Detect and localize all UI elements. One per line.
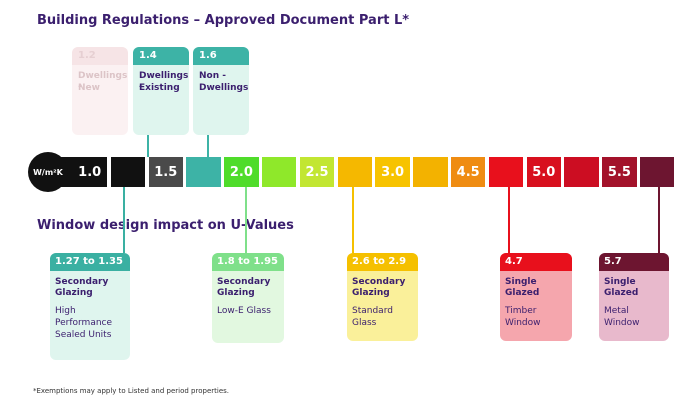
card-text: Existing xyxy=(139,83,180,93)
card-type: Glazing xyxy=(217,288,255,298)
card-text: Dwellings xyxy=(199,83,249,93)
scale-segment: 5.5 xyxy=(602,157,637,187)
card-detail: Window xyxy=(505,318,541,328)
card-value: 1.6 xyxy=(193,47,249,65)
connector xyxy=(147,135,149,157)
card-detail: Sealed Units xyxy=(55,330,112,340)
card-text: New xyxy=(78,83,100,93)
card-detail: Performance xyxy=(55,318,113,328)
card-detail: Low-E Glass xyxy=(217,306,271,316)
scale-label: 5.0 xyxy=(532,164,556,180)
scale-label: 1.5 xyxy=(154,164,178,180)
scale-segment: 1.5 xyxy=(148,157,183,187)
title: Building Regulations – Approved Document… xyxy=(37,13,410,28)
connector xyxy=(352,187,354,253)
scale-segment xyxy=(564,157,599,187)
card-detail: Standard xyxy=(352,306,393,316)
scale-segment xyxy=(186,157,221,187)
card-type: Single xyxy=(505,277,537,287)
scale-segment: 2.0 xyxy=(224,157,259,187)
bottom-card: 4.7 Single Glazed Timber Window xyxy=(500,253,572,341)
card-value: 1.27 to 1.35 xyxy=(50,253,130,271)
scale-label: 3.0 xyxy=(381,164,405,180)
bottom-card: 1.27 to 1.35 Secondary Glazing High Performa… xyxy=(50,253,130,360)
footnote: *Exemptions may apply to Listed and peri… xyxy=(33,387,229,395)
scale-segment: 2.5 xyxy=(299,157,335,187)
card-type: Secondary xyxy=(352,277,406,287)
card-type: Secondary xyxy=(55,277,109,287)
connector xyxy=(508,187,510,253)
card-detail: High xyxy=(55,306,76,316)
scale-label: 2.5 xyxy=(305,164,329,180)
card-type: Glazing xyxy=(352,288,390,298)
card-value: 4.7 xyxy=(500,253,572,271)
card-type: Glazing xyxy=(55,288,93,298)
card-type: Secondary xyxy=(217,277,271,287)
connector xyxy=(123,187,125,253)
card-detail: Timber xyxy=(505,306,537,316)
connector xyxy=(658,187,660,253)
scale-segment xyxy=(110,157,146,187)
scale-label: 1.0 xyxy=(78,164,102,180)
card-type: Glazed xyxy=(604,288,639,298)
card-text: Dwellings - xyxy=(139,71,189,92)
card-detail: Metal xyxy=(604,306,629,316)
bottom-card: 5.7 Single Glazed Metal Window xyxy=(599,253,669,341)
scale-segment xyxy=(337,157,372,187)
connector xyxy=(245,187,247,253)
card-type: Glazed xyxy=(505,288,540,298)
top-card: 1.6 Non - Dwellings xyxy=(193,47,249,135)
card-value: 1.2 xyxy=(72,47,128,65)
scale-segment: 4.5 xyxy=(451,157,486,187)
card-text: Dwellings - xyxy=(78,71,128,92)
card-value: 2.6 to 2.9 xyxy=(347,253,418,271)
connector xyxy=(207,135,209,157)
card-value: 1.8 to 1.95 xyxy=(212,253,284,271)
scale-label: 4.5 xyxy=(456,164,480,180)
card-text: Non - xyxy=(199,71,226,81)
unit-badge: W/m²K xyxy=(28,152,68,192)
bottom-card: 1.8 to 1.95 Secondary Glazing Low-E Glass xyxy=(212,253,284,343)
subtitle: Window design impact on U-Values xyxy=(37,218,294,233)
scale-label: 5.5 xyxy=(607,164,631,180)
top-card: 1.2 Dwellings - New xyxy=(72,47,128,135)
top-card: 1.4 Dwellings - Existing xyxy=(133,47,189,135)
card-value: 5.7 xyxy=(599,253,669,271)
card-type: Single xyxy=(604,277,636,287)
scale-segment: 5.0 xyxy=(526,157,561,187)
scale-segment xyxy=(640,157,675,187)
scale-segment xyxy=(413,157,448,187)
card-value: 1.4 xyxy=(133,47,189,65)
card-detail: Glass xyxy=(352,318,377,328)
scale-segment xyxy=(488,157,524,187)
scale-label: 2.0 xyxy=(229,164,253,180)
bottom-card: 2.6 to 2.9 Secondary Glazing Standard Glass xyxy=(347,253,418,341)
scale-segment: 3.0 xyxy=(375,157,410,187)
scale-segment xyxy=(262,157,297,187)
card-detail: Window xyxy=(604,318,640,328)
